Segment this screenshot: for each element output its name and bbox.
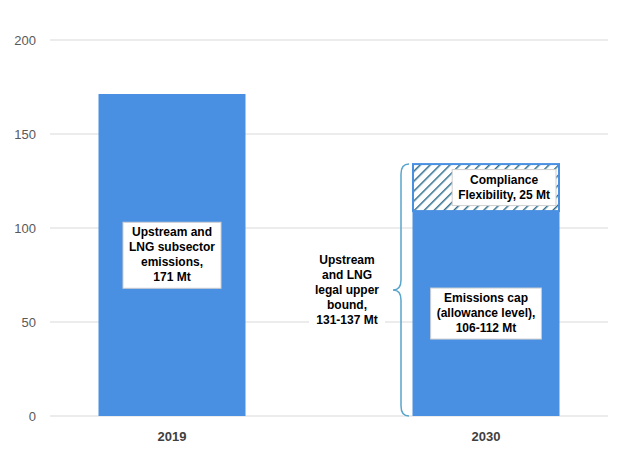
annotation-text: 171 Mt [153,270,190,284]
annotation-text: 131-137 Mt [316,313,377,327]
grid-line [50,40,608,41]
annotation-text: Compliance [470,173,538,187]
bar [413,164,559,211]
x-tick-label: 2030 [472,429,501,444]
annotation: ComplianceFlexibility, 25 Mt [452,170,556,206]
annotation-box [452,170,556,206]
y-tick-label: 200 [14,33,36,48]
annotation-text: legal upper [315,283,379,297]
y-tick-label: 100 [14,221,36,236]
annotation-text: LNG subsector [129,240,215,254]
x-tick-label: 2019 [158,429,187,444]
annotation-box [431,288,542,339]
annotation-box [123,222,221,288]
annotation-text: bound, [327,298,367,312]
bar [413,211,559,416]
y-tick-label: 0 [29,409,36,424]
bars [99,95,559,416]
annotation: Upstreamand LNGlegal upperbound,131-137 … [309,250,385,331]
annotation-text: Upstream [319,253,374,267]
bar [99,95,245,416]
annotation-text: emissions, [141,255,203,269]
chart: 0 50 100 150 200 2019 2030 Upstream andLNG subs… [0,0,624,458]
brace [393,164,409,416]
annotation: Upstream andLNG subsectoremissions,171 M… [123,222,221,288]
annotation-text: (allowance level), [437,306,536,320]
annotation-text: Upstream and [132,225,212,239]
y-tick-label: 50 [22,315,36,330]
annotation-box [309,250,385,331]
annotation: Emissions cap(allowance level),106-112 M… [431,288,542,339]
y-tick-label: 150 [14,127,36,142]
annotation-text: 106-112 Mt [456,321,517,335]
annotation-text: Flexibility, 25 Mt [458,188,550,202]
annotation-text: and LNG [322,268,372,282]
annotation-text: Emissions cap [444,291,528,305]
